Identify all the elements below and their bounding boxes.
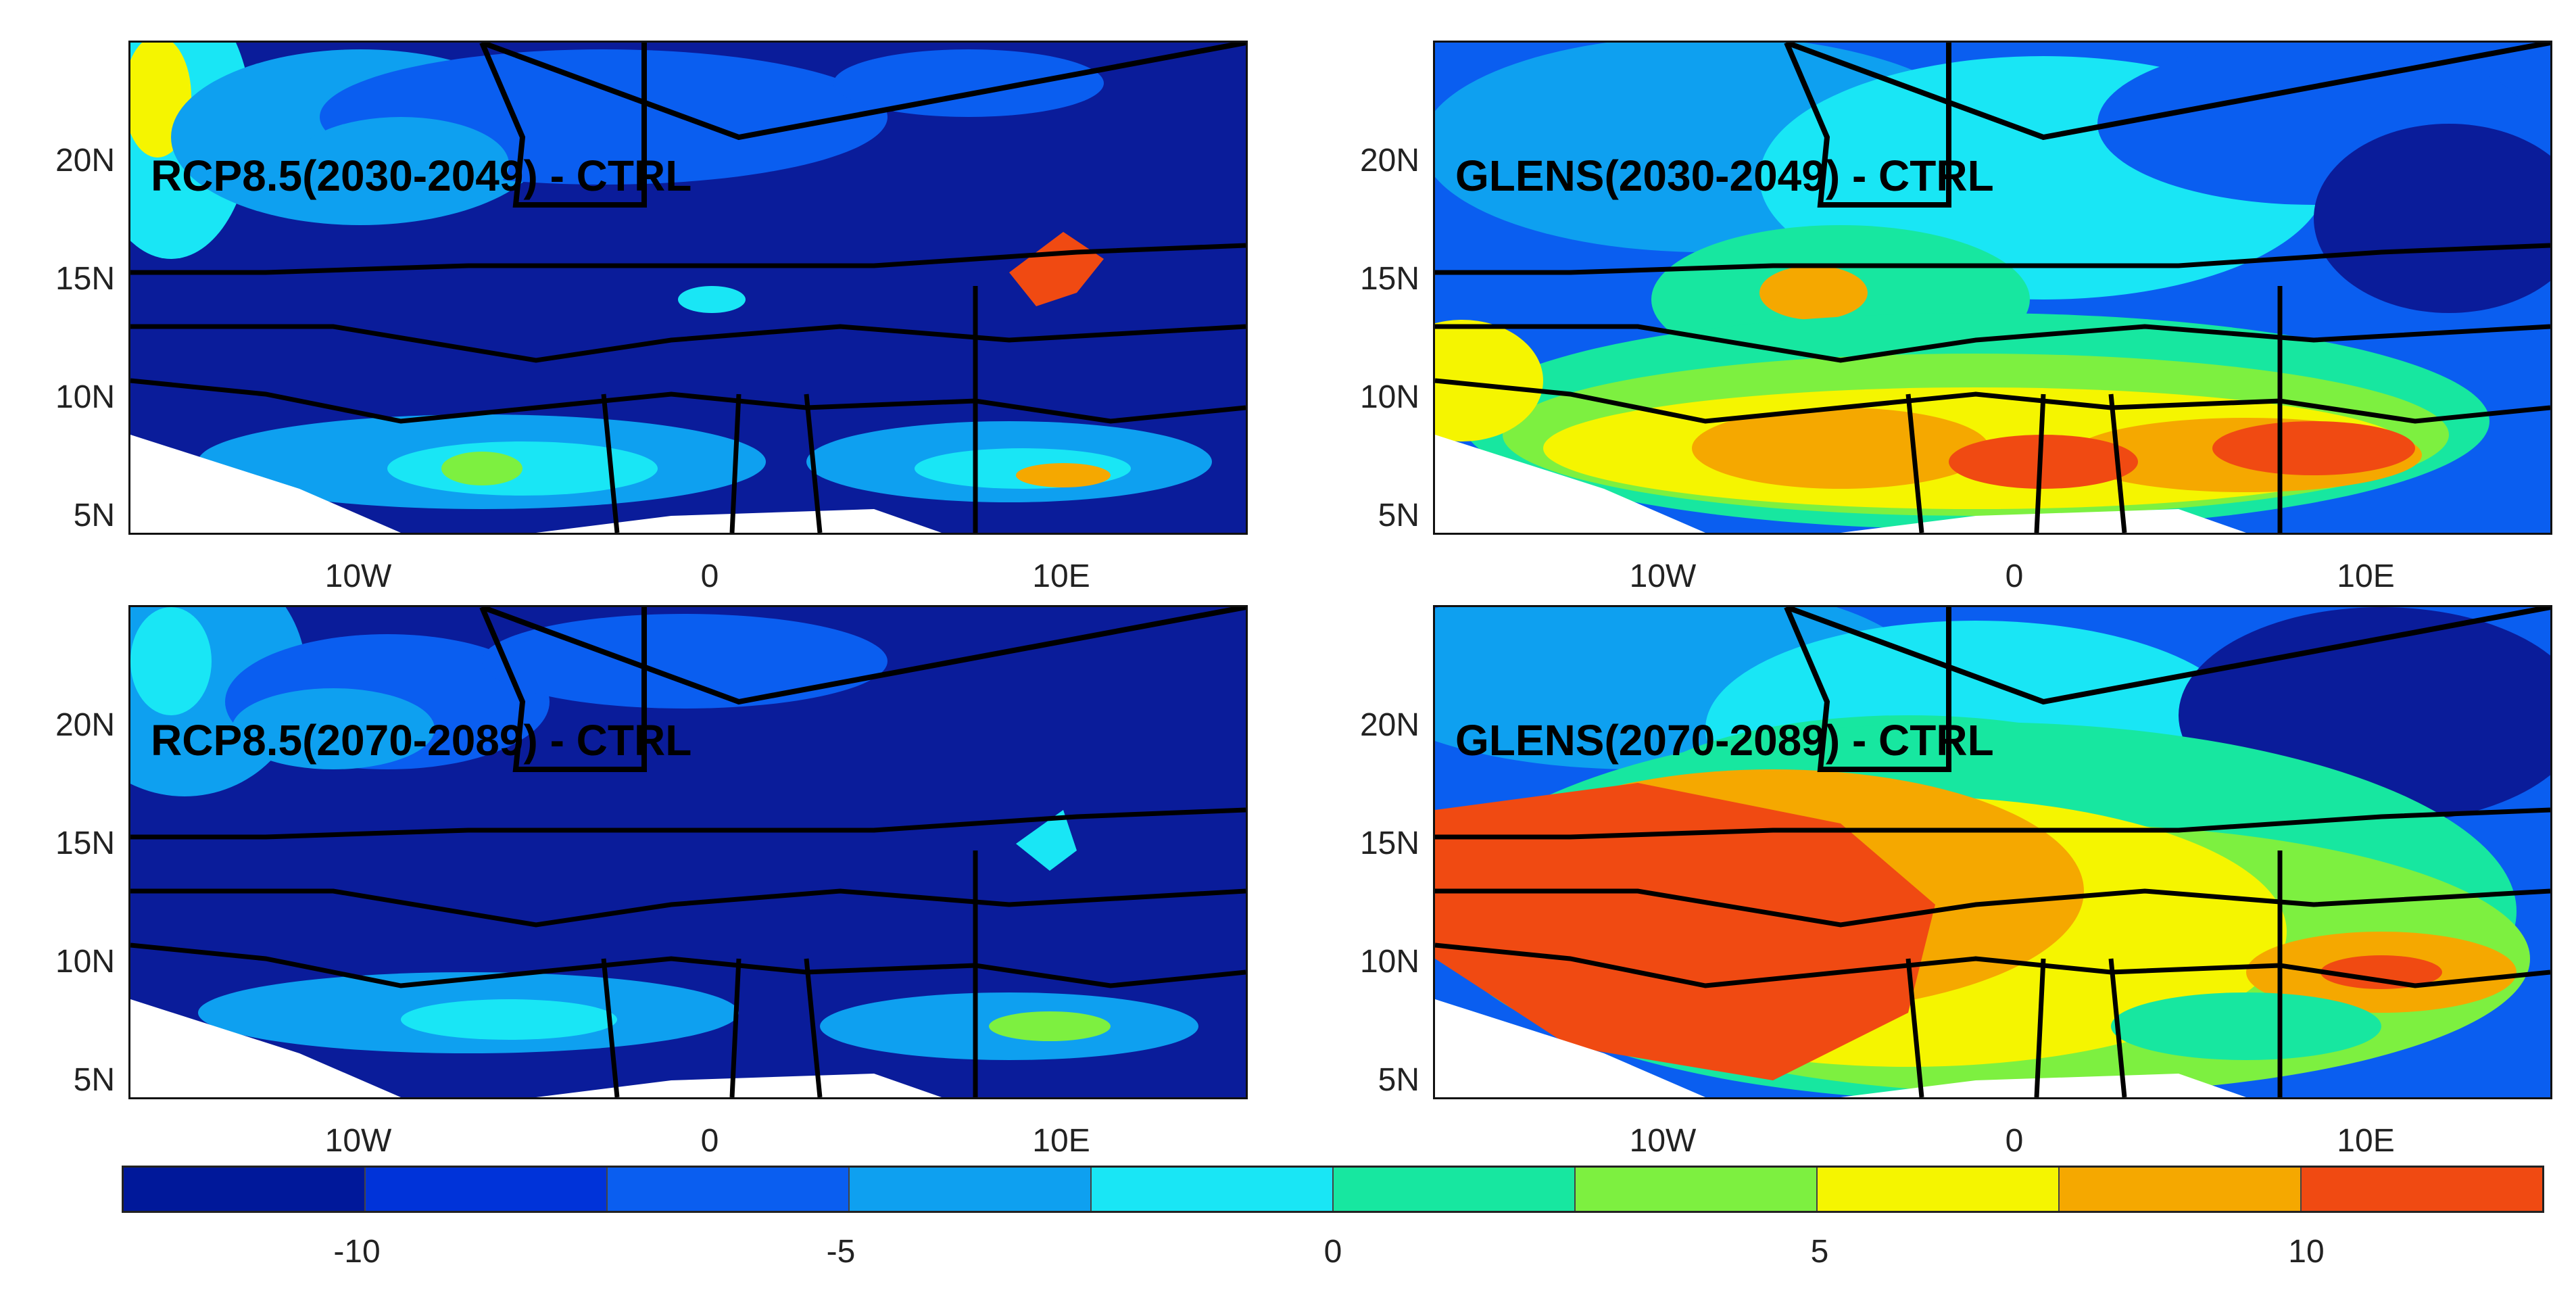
colorbar-segment-7: [1818, 1168, 2060, 1211]
colorbar-tick: 10: [2288, 1234, 2325, 1270]
colorbar-segment-8: [2060, 1168, 2302, 1211]
colorbar-tick: -5: [826, 1234, 856, 1270]
lon-tick: 10E: [2337, 1123, 2395, 1159]
lat-tick: 20N: [55, 707, 115, 743]
map-panel-glens-2070: GLENS(2070-2089) - CTRL: [1433, 605, 2552, 1099]
colorbar-tick: -10: [333, 1234, 381, 1270]
colorbar-segment-3: [850, 1168, 1092, 1211]
colorbar-segment-0: [124, 1168, 366, 1211]
colorbar-segment-5: [1334, 1168, 1576, 1211]
lon-tick: 10E: [2337, 558, 2395, 594]
lat-tick: 15N: [1359, 825, 1419, 861]
colorbar-segment-4: [1092, 1168, 1334, 1211]
lon-tick: 10E: [1032, 1123, 1090, 1159]
field-rcp85-2070: [130, 607, 1246, 1097]
panel-label: GLENS(2030-2049) - CTRL: [1455, 151, 1994, 200]
lat-tick: 10N: [55, 944, 115, 980]
colorbar-segment-1: [366, 1168, 608, 1211]
lat-tick: 20N: [1359, 707, 1419, 743]
lon-tick: 0: [700, 558, 719, 594]
colorbar-tick: 5: [1810, 1234, 1829, 1270]
lon-tick: 0: [2005, 1123, 2024, 1159]
map-panel-rcp85-2070: RCP8.5(2070-2089) - CTRL: [128, 605, 1248, 1099]
field-glens-2030: [1435, 43, 2550, 533]
lat-tick: 5N: [73, 498, 115, 533]
field-rcp85-2030: [130, 43, 1246, 533]
lat-tick: 15N: [55, 825, 115, 861]
lon-tick: 0: [700, 1123, 719, 1159]
field-glens-2070: [1435, 607, 2550, 1097]
lat-tick: 5N: [1378, 498, 1419, 533]
lat-tick: 20N: [55, 143, 115, 178]
lat-tick: 15N: [55, 261, 115, 297]
lat-tick: 5N: [73, 1062, 115, 1098]
lat-tick: 10N: [1359, 379, 1419, 415]
panel-label: RCP8.5(2070-2089) - CTRL: [151, 716, 692, 765]
colorbar-segment-9: [2302, 1168, 2542, 1211]
lon-tick: 10W: [1629, 558, 1697, 594]
panel-label: GLENS(2070-2089) - CTRL: [1455, 716, 1994, 765]
map-panel-glens-2030: GLENS(2030-2049) - CTRL: [1433, 41, 2552, 535]
colorbar-tick: 0: [1323, 1234, 1342, 1270]
lat-tick: 10N: [55, 379, 115, 415]
colorbar: [122, 1166, 2544, 1213]
colorbar-segment-6: [1576, 1168, 1818, 1211]
lat-tick: 5N: [1378, 1062, 1419, 1098]
lat-tick: 10N: [1359, 944, 1419, 980]
lon-tick: 10W: [1629, 1123, 1697, 1159]
lon-tick: 10W: [324, 558, 392, 594]
lon-tick: 0: [2005, 558, 2024, 594]
colorbar-segment-2: [608, 1168, 850, 1211]
lon-tick: 10E: [1032, 558, 1090, 594]
lon-tick: 10W: [324, 1123, 392, 1159]
map-panel-rcp85-2030: RCP8.5(2030-2049) - CTRL: [128, 41, 1248, 535]
lat-tick: 15N: [1359, 261, 1419, 297]
lat-tick: 20N: [1359, 143, 1419, 178]
panel-label: RCP8.5(2030-2049) - CTRL: [151, 151, 692, 200]
